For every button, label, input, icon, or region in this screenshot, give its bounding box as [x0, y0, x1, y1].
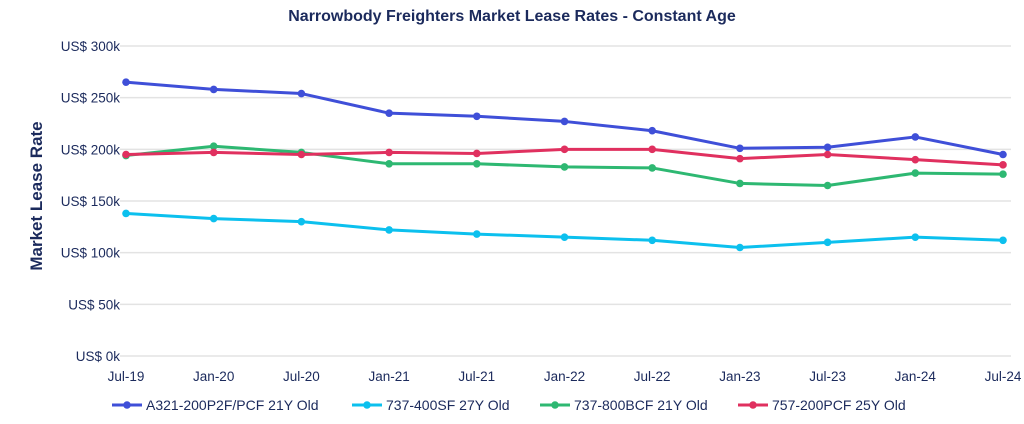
data-point — [473, 160, 481, 168]
x-tick-label: Jul-20 — [283, 369, 320, 384]
data-point — [473, 230, 481, 238]
y-tick-label: US$ 300k — [61, 39, 121, 54]
legend-label: 737-400SF 27Y Old — [386, 397, 510, 413]
data-point — [209, 85, 218, 94]
x-tick-label: Jan-21 — [368, 369, 409, 384]
data-point — [209, 142, 218, 151]
x-tick-label: Jul-24 — [985, 369, 1022, 384]
data-point — [473, 149, 481, 158]
data-point — [385, 160, 393, 168]
legend-marker — [749, 401, 757, 409]
data-point — [297, 217, 306, 226]
x-tick-label: Jan-20 — [193, 369, 234, 384]
chart-title: Narrowbody Freighters Market Lease Rates… — [288, 8, 736, 25]
legend-marker — [123, 401, 131, 409]
data-point — [911, 233, 920, 241]
x-tick-label: Jul-22 — [634, 369, 671, 384]
data-point — [209, 214, 218, 223]
legend-label: 757-200PCF 25Y Old — [772, 397, 906, 413]
data-point — [736, 144, 744, 153]
y-tick-label: US$ 0k — [76, 349, 121, 364]
x-tick-label: Jul-21 — [458, 369, 495, 384]
x-tick-label: Jul-19 — [108, 369, 145, 384]
data-point — [999, 236, 1007, 245]
series-line — [125, 211, 1004, 249]
legend-label: 737-800BCF 21Y Old — [574, 397, 708, 413]
y-tick-label: US$ 200k — [61, 142, 121, 157]
data-point — [560, 145, 569, 154]
data-point — [473, 112, 481, 121]
data-point — [560, 117, 569, 126]
data-point — [648, 145, 656, 154]
data-point — [297, 150, 306, 159]
x-tick-label: Jan-23 — [719, 369, 760, 384]
data-point — [385, 109, 393, 117]
y-tick-label: US$ 100k — [61, 246, 121, 261]
data-point — [911, 133, 920, 141]
data-point — [648, 236, 656, 245]
data-point — [823, 150, 832, 159]
data-point — [823, 238, 832, 247]
x-tick-label: Jul-23 — [809, 369, 846, 384]
data-point — [823, 143, 832, 152]
data-point — [648, 126, 656, 135]
legend-marker — [551, 401, 559, 409]
data-point — [560, 163, 569, 171]
x-tick-label: Jan-24 — [895, 369, 937, 384]
y-tick-label: US$ 150k — [61, 194, 121, 209]
data-point — [911, 155, 920, 164]
data-point — [736, 154, 744, 163]
data-point — [385, 226, 393, 234]
legend-label: A321-200P2F/PCF 21Y Old — [146, 397, 319, 413]
data-point — [385, 148, 393, 157]
data-point — [209, 148, 218, 157]
data-point — [999, 170, 1007, 178]
data-point — [560, 233, 569, 241]
y-tick-label: US$ 250k — [61, 91, 121, 106]
data-point — [736, 243, 744, 252]
data-point — [122, 78, 130, 86]
y-tick-label: US$ 50k — [68, 297, 120, 312]
data-point — [823, 181, 832, 190]
data-point — [911, 169, 920, 177]
x-tick-label: Jan-22 — [544, 369, 585, 384]
data-point — [122, 209, 130, 218]
y-axis-label: Market Lease Rate — [27, 121, 46, 270]
data-point — [297, 89, 306, 98]
legend-marker — [363, 401, 371, 409]
data-point — [999, 150, 1007, 159]
data-point — [999, 161, 1007, 169]
data-point — [736, 179, 744, 188]
data-point — [122, 150, 130, 159]
data-point — [648, 164, 656, 172]
